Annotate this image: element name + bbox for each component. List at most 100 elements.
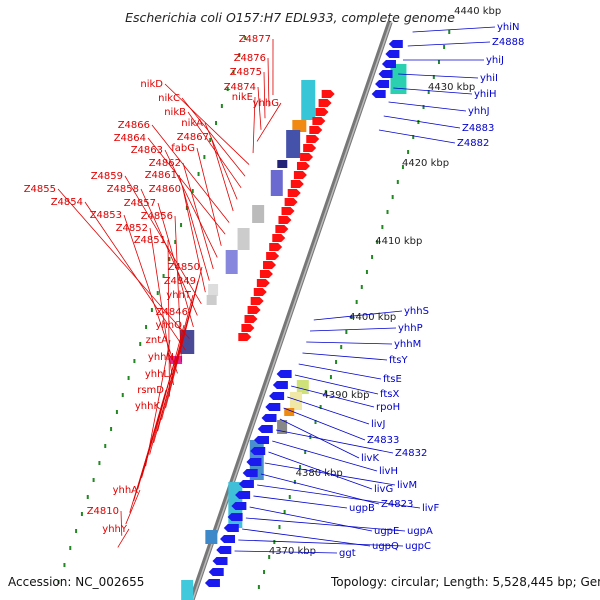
forward-gene-label: Z4858: [107, 184, 139, 195]
forward-gene-label: Z4856: [141, 211, 173, 222]
reverse-gene-label: Z4888: [492, 37, 524, 48]
reverse-gene-label: ugpB: [349, 503, 375, 514]
feature-block-6: [237, 228, 250, 250]
forward-leader-line: [196, 147, 222, 246]
reverse-gene-label: yhiJ: [486, 55, 504, 66]
reverse-leader-line: [260, 473, 380, 505]
reverse-gene-arrow: [265, 403, 281, 411]
forward-leader-line: [147, 137, 226, 235]
ruler-label: 4420 kbp: [402, 158, 449, 169]
reverse-leader-line: [291, 385, 375, 408]
forward-gene-label: yhhY: [102, 524, 128, 535]
forward-leader-line: [129, 405, 163, 513]
reverse-gene-arrow: [272, 381, 288, 389]
forward-gene-label: Z4866: [118, 120, 150, 131]
forward-gene-label: yhhT: [166, 290, 192, 301]
reverse-gene-arrow: [276, 370, 292, 378]
reverse-gene-label: yhhM: [394, 339, 421, 350]
reverse-gene-label: livF: [422, 503, 439, 514]
forward-gene-label: Z4849: [164, 276, 196, 287]
forward-gene-arrow: [244, 315, 258, 323]
reverse-gene-label: ftsX: [380, 389, 399, 400]
reverse-gene-label: ggt: [339, 548, 356, 559]
ruler-label: 4380 kbp: [296, 468, 343, 479]
reverse-gene-arrow: [220, 535, 236, 543]
forward-gene-label: Z4874: [224, 82, 256, 93]
forward-gene-arrow: [284, 198, 298, 206]
reverse-gene-arrow: [223, 524, 239, 532]
forward-gene-label: Z4851: [134, 235, 166, 246]
forward-leader-line: [267, 57, 270, 107]
forward-gene-label: nikB: [164, 107, 186, 118]
forward-gene-arrow: [318, 99, 332, 107]
forward-gene-label: nikE: [232, 92, 253, 103]
forward-leader-line: [167, 239, 170, 397]
forward-gene-label: yhhK: [135, 401, 161, 412]
feature-block-7: [225, 250, 238, 274]
forward-gene-label: Z4859: [91, 171, 123, 182]
reverse-leader-line: [257, 484, 421, 509]
forward-leader-line: [120, 510, 123, 536]
forward-gene-label: rsmD: [137, 385, 164, 396]
feature-block-2: [286, 130, 301, 158]
forward-gene-arrow: [296, 162, 310, 170]
feature-block-20: [181, 580, 194, 600]
forward-gene-arrow: [290, 180, 304, 188]
forward-gene-arrow: [259, 270, 273, 278]
feature-block-3: [277, 160, 288, 168]
reverse-gene-arrow: [385, 50, 400, 58]
forward-gene-label: Z4875: [230, 67, 262, 78]
reverse-leader-line: [393, 87, 473, 95]
forward-leader-line: [165, 266, 203, 409]
reverse-leader-line: [407, 41, 491, 47]
reverse-gene-arrow: [208, 568, 224, 576]
forward-leader-line: [182, 162, 214, 270]
forward-gene-arrow: [321, 90, 335, 98]
reverse-gene-arrow: [378, 70, 393, 78]
forward-leader-line: [164, 149, 218, 258]
forward-leader-line: [149, 227, 174, 386]
reverse-leader-line: [388, 101, 467, 112]
forward-gene-label: Z4857: [124, 198, 156, 209]
forward-leader-line: [257, 86, 262, 130]
reverse-leader-line: [234, 550, 338, 554]
forward-gene-label: Z4855: [24, 184, 56, 195]
forward-gene-label: yhhA: [113, 485, 139, 496]
feature-block-19: [205, 530, 218, 544]
forward-gene-arrow: [309, 126, 323, 134]
forward-gene-label: nikD: [140, 79, 163, 90]
feature-block-14: [290, 392, 303, 410]
forward-gene-label: Z4867: [177, 132, 209, 143]
reverse-leader-line: [309, 327, 397, 332]
forward-gene-label: Z4846: [156, 307, 188, 318]
reverse-gene-arrow: [257, 425, 273, 433]
reverse-gene-label: livK: [361, 453, 379, 464]
forward-gene-arrow: [253, 288, 267, 296]
reverse-gene-arrow: [242, 469, 258, 477]
reverse-leader-line: [412, 26, 496, 33]
forward-gene-arrow: [269, 243, 283, 251]
reverse-leader-line: [398, 73, 479, 79]
reverse-leader-line: [283, 407, 366, 441]
reverse-gene-label: livG: [374, 484, 393, 495]
accession-text: Accession: NC_002655: [8, 575, 145, 589]
forward-gene-arrow: [256, 279, 270, 287]
reverse-gene-arrow: [388, 40, 403, 48]
forward-gene-label: Z4862: [149, 158, 181, 169]
reverse-leader-line: [298, 363, 382, 380]
forward-gene-arrow: [247, 306, 261, 314]
forward-gene-label: zntA: [146, 335, 169, 346]
reverse-gene-arrow: [253, 436, 269, 444]
reverse-leader-line: [306, 341, 393, 345]
forward-leader-line: [57, 188, 190, 339]
feature-block-0: [301, 80, 316, 120]
reverse-leader-line: [268, 451, 373, 490]
forward-gene-label: Z4876: [234, 53, 266, 64]
reverse-gene-arrow: [269, 392, 285, 400]
forward-gene-arrow: [250, 297, 264, 305]
backbone-line: [189, 21, 393, 600]
reverse-gene-arrow: [212, 557, 228, 565]
reverse-gene-label: ftsY: [389, 355, 408, 366]
ruler-label: 4430 kbp: [428, 82, 475, 93]
